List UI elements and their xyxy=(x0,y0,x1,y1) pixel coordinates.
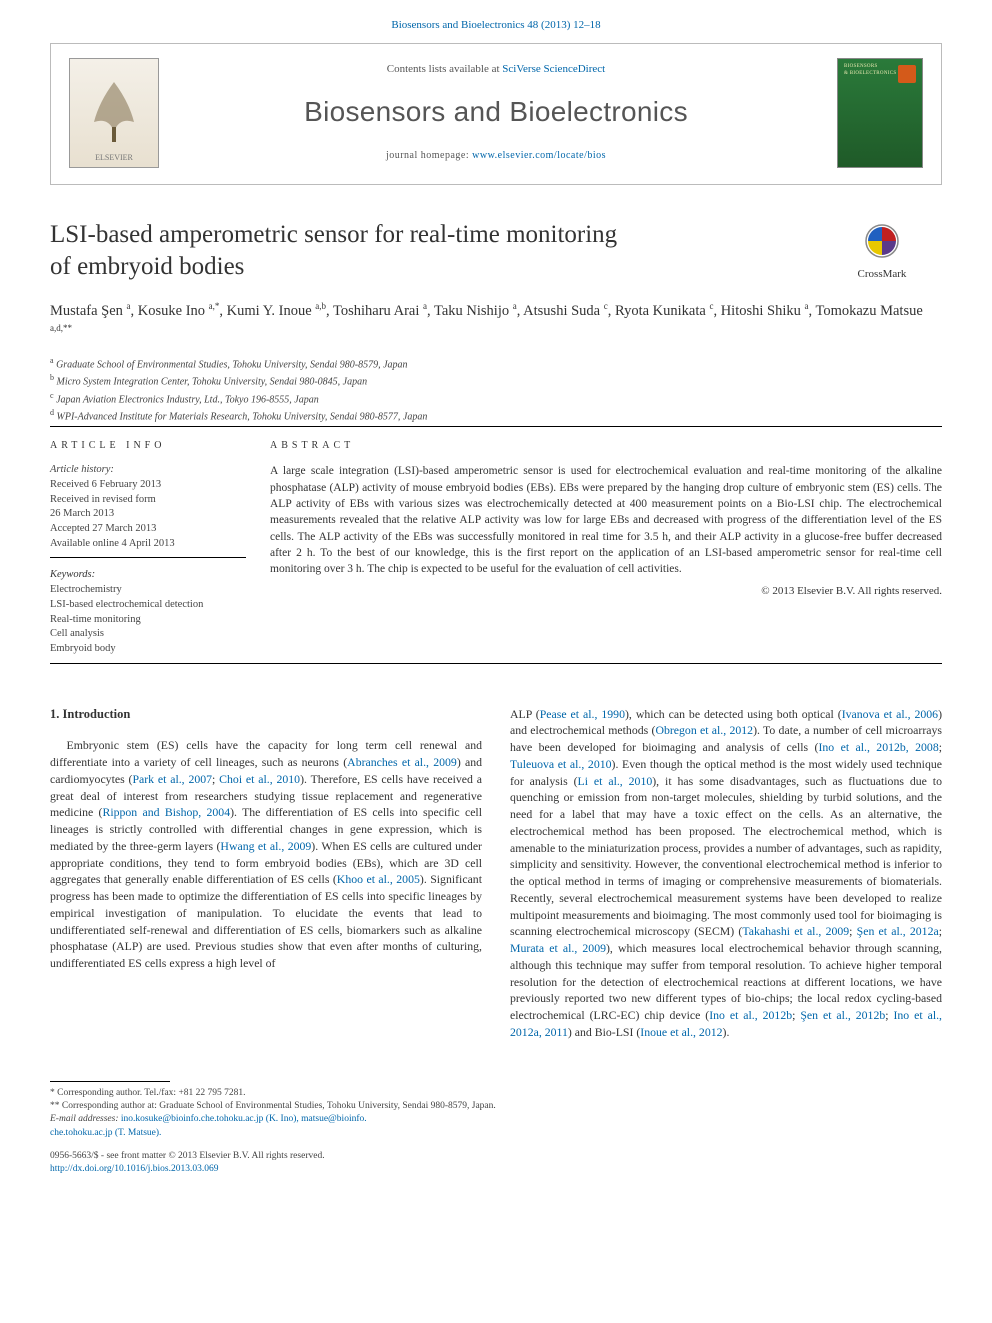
article-history-block: Article history: Received 6 February 201… xyxy=(50,463,246,551)
journal-cover-thumbnail: BIOSENSORS& BIOELECTRONICS xyxy=(837,58,923,168)
email-link-1[interactable]: ino.kosuke@bioinfo.che.tohoku.ac.jp (K. … xyxy=(121,1114,299,1124)
corresponding-1: * Corresponding author. Tel./fax: +81 22… xyxy=(50,1087,942,1100)
email-line: E-mail addresses: ino.kosuke@bioinfo.che… xyxy=(50,1113,942,1126)
keywords-label: Keywords: xyxy=(50,568,246,583)
affiliation-item: a Graduate School of Environmental Studi… xyxy=(50,355,942,372)
affiliation-item: b Micro System Integration Center, Tohok… xyxy=(50,372,942,389)
keyword-item: Embryoid body xyxy=(50,642,246,657)
affiliation-item: c Japan Aviation Electronics Industry, L… xyxy=(50,390,942,407)
homepage-line: journal homepage: www.elsevier.com/locat… xyxy=(181,149,811,163)
email-link-3[interactable]: che.tohoku.ac.jp (T. Matsue). xyxy=(50,1128,161,1138)
body-column-right: ALP (Pease et al., 1990), which can be d… xyxy=(510,706,942,1041)
abstract-column: abstract A large scale integration (LSI)… xyxy=(268,426,942,656)
intro-paragraph-left: Embryonic stem (ES) cells have the capac… xyxy=(50,737,482,972)
introduction-heading: 1. Introduction xyxy=(50,706,482,724)
cover-title-text: BIOSENSORS& BIOELECTRONICS xyxy=(844,63,896,77)
history-line: Accepted 27 March 2013 xyxy=(50,522,246,537)
footnote-rule xyxy=(50,1081,170,1082)
crossmark-badge[interactable]: CrossMark xyxy=(822,223,942,282)
elsevier-logo: ELSEVIER xyxy=(69,58,159,168)
history-line: 26 March 2013 xyxy=(50,507,246,522)
page-footer: * Corresponding author. Tel./fax: +81 22… xyxy=(50,1081,942,1177)
abstract-bottom-rule xyxy=(50,663,942,664)
cover-accent-icon xyxy=(898,65,916,83)
abstract-text: A large scale integration (LSI)-based am… xyxy=(270,463,942,577)
header-center: Contents lists available at SciVerse Sci… xyxy=(181,62,811,163)
email-link-2[interactable]: matsue@bioinfo. xyxy=(301,1114,366,1124)
article-info-column: article info Article history: Received 6… xyxy=(50,426,268,656)
title-line-1: LSI-based amperometric sensor for real-t… xyxy=(50,221,617,248)
email-line-2: che.tohoku.ac.jp (T. Matsue). xyxy=(50,1127,942,1140)
title-line-2: of embryoid bodies xyxy=(50,253,244,280)
doi-link[interactable]: 10.1016/j.bios.2013.03.069 xyxy=(114,1164,218,1174)
issn-line: 0956-5663/$ - see front matter © 2013 El… xyxy=(50,1150,942,1163)
elsevier-tree-icon xyxy=(79,72,149,152)
contents-prefix: Contents lists available at xyxy=(387,63,502,75)
sciencedirect-link[interactable]: SciVerse ScienceDirect xyxy=(502,63,605,75)
affiliation-item: d WPI-Advanced Institute for Materials R… xyxy=(50,407,942,424)
keyword-item: Real-time monitoring xyxy=(50,613,246,628)
doi-line: http://dx.doi.org/10.1016/j.bios.2013.03… xyxy=(50,1163,942,1176)
history-line: Received 6 February 2013 xyxy=(50,478,246,493)
history-line: Received in revised form xyxy=(50,493,246,508)
journal-name: Biosensors and Bioelectronics xyxy=(181,92,811,131)
history-label: Article history: xyxy=(50,463,246,478)
citation-header: Biosensors and Bioelectronics 48 (2013) … xyxy=(0,0,992,43)
info-divider xyxy=(50,557,246,558)
contents-line: Contents lists available at SciVerse Sci… xyxy=(181,62,811,77)
citation-link[interactable]: Biosensors and Bioelectronics 48 (2013) … xyxy=(391,19,600,31)
affiliation-list: a Graduate School of Environmental Studi… xyxy=(50,355,942,424)
intro-paragraph-right: ALP (Pease et al., 1990), which can be d… xyxy=(510,706,942,1041)
crossmark-label: CrossMark xyxy=(822,267,942,282)
corresponding-2: ** Corresponding author at: Graduate Sch… xyxy=(50,1100,942,1113)
homepage-prefix: journal homepage: xyxy=(386,150,472,161)
crossmark-icon xyxy=(864,223,900,259)
article-title: LSI-based amperometric sensor for real-t… xyxy=(50,219,792,282)
article-info-heading: article info xyxy=(50,439,246,453)
elsevier-text: ELSEVIER xyxy=(95,152,133,163)
keyword-item: Cell analysis xyxy=(50,627,246,642)
keyword-item: LSI-based electrochemical detection xyxy=(50,598,246,613)
email-label: E-mail addresses: xyxy=(50,1114,119,1124)
article-area: CrossMark LSI-based amperometric sensor … xyxy=(50,219,942,1040)
homepage-link[interactable]: www.elsevier.com/locate/bios xyxy=(472,150,606,161)
body-two-columns: 1. Introduction Embryonic stem (ES) cell… xyxy=(50,706,942,1041)
history-line: Available online 4 April 2013 xyxy=(50,537,246,552)
keyword-item: Electrochemistry xyxy=(50,583,246,598)
doi-prefix-link[interactable]: http://dx.doi.org/ xyxy=(50,1164,114,1174)
abstract-heading: abstract xyxy=(270,439,942,453)
author-list: Mustafa Şen a, Kosuke Ino a,*, Kumi Y. I… xyxy=(50,300,942,345)
info-abstract-row: article info Article history: Received 6… xyxy=(50,426,942,656)
journal-header-box: ELSEVIER BIOSENSORS& BIOELECTRONICS Cont… xyxy=(50,43,942,185)
body-column-left: 1. Introduction Embryonic stem (ES) cell… xyxy=(50,706,482,1041)
abstract-copyright: © 2013 Elsevier B.V. All rights reserved… xyxy=(270,584,942,599)
